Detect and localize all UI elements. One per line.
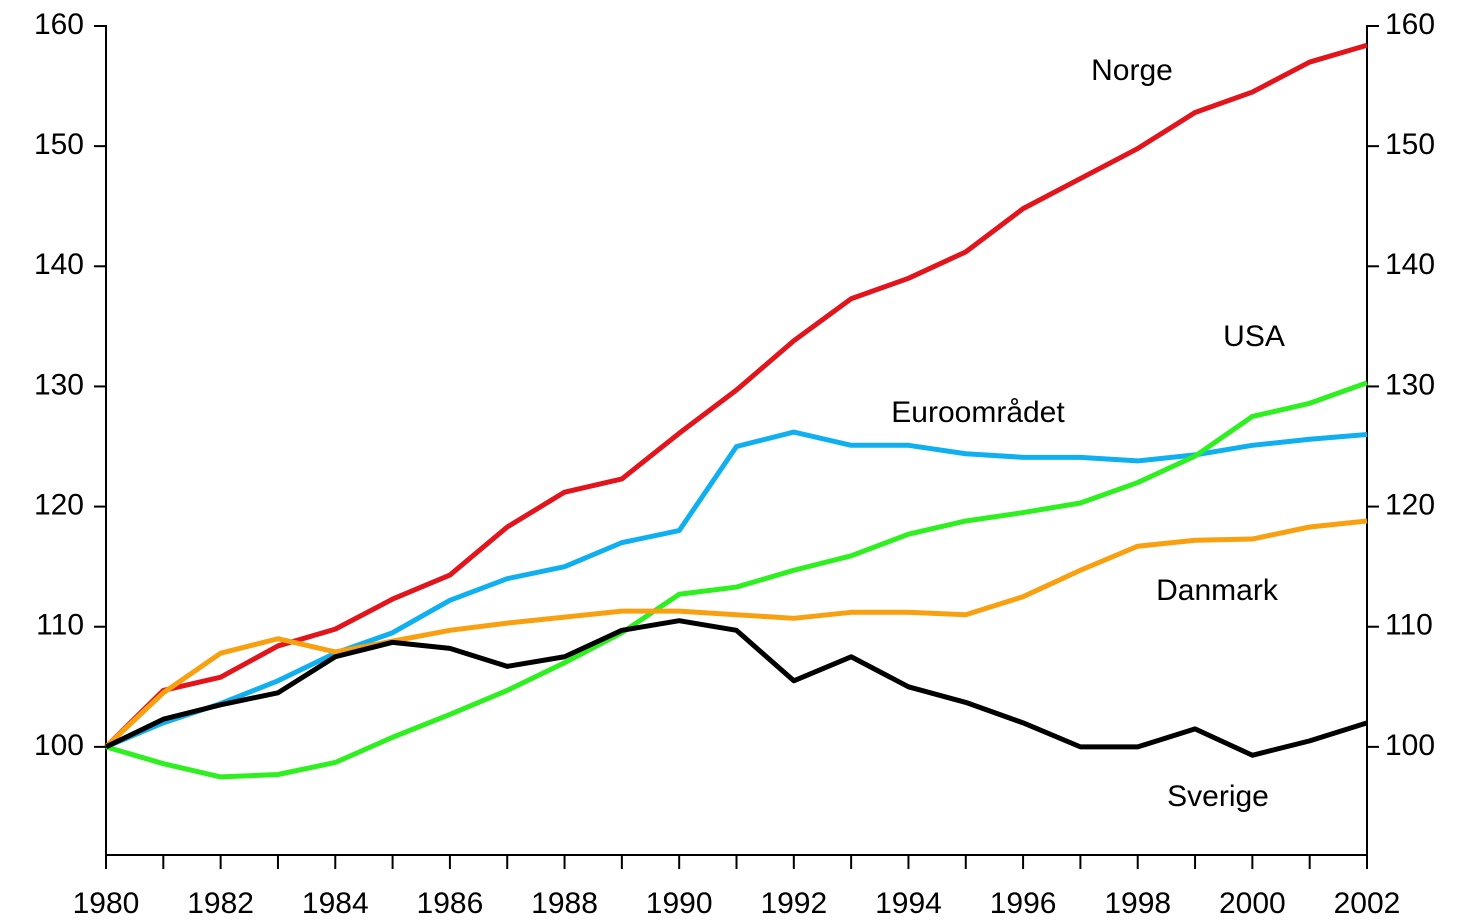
- x-tick-label: 1980: [73, 887, 140, 920]
- x-tick-label: 1992: [760, 887, 827, 920]
- series-line: [104, 518, 1368, 749]
- series-line: [104, 618, 1368, 758]
- y2-tick-label: 140: [1385, 248, 1435, 281]
- series-line: [105, 380, 1368, 780]
- series-line: [105, 429, 1368, 750]
- x-tick-label: 1984: [302, 887, 369, 920]
- x-tick-label: 1996: [990, 887, 1057, 920]
- series-label: Sverige: [1167, 780, 1269, 813]
- series-label: Danmark: [1156, 574, 1279, 607]
- x-tick-label: 1998: [1104, 887, 1171, 920]
- y2-tick-label: 100: [1385, 729, 1435, 762]
- x-tick-label: 1990: [646, 887, 713, 920]
- x-tick-label: 1986: [417, 887, 484, 920]
- y-tick-label: 110: [36, 609, 84, 642]
- series-label: Norge: [1091, 54, 1173, 87]
- series-label: Euroområdet: [891, 396, 1065, 429]
- series-label: USA: [1223, 320, 1285, 353]
- y2-tick-label: 160: [1385, 8, 1435, 41]
- y-tick-label: 150: [34, 128, 84, 161]
- y-tick-label: 120: [34, 489, 84, 522]
- y-tick-label: 130: [34, 368, 84, 401]
- x-tick-label: 1994: [875, 887, 942, 920]
- y2-tick-label: 120: [1385, 489, 1435, 522]
- y-tick-label: 160: [34, 8, 84, 41]
- y2-tick-label: 110: [1385, 609, 1433, 642]
- x-tick-label: 2000: [1219, 887, 1286, 920]
- y2-tick-label: 150: [1385, 128, 1435, 161]
- series-line: [104, 42, 1368, 749]
- y-tick-label: 140: [34, 248, 84, 281]
- x-tick-label: 1982: [187, 887, 254, 920]
- y2-tick-label: 130: [1385, 368, 1435, 401]
- y-tick-label: 100: [34, 729, 84, 762]
- x-tick-label: 2002: [1334, 887, 1401, 920]
- x-tick-label: 1988: [531, 887, 598, 920]
